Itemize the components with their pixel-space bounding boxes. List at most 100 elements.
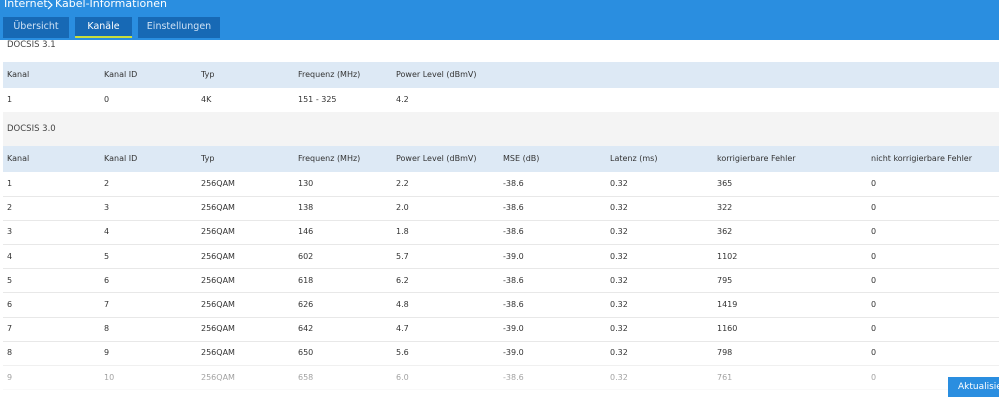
table-cell: 256QAM [201, 251, 235, 261]
row-separator [3, 340, 999, 342]
table-cell: 256QAM [201, 203, 235, 213]
table-cell: 602 [298, 251, 314, 261]
table-cell: 3 [7, 227, 13, 237]
column-header: Kanal ID [104, 70, 138, 79]
table-cell: 798 [717, 348, 733, 358]
table-cell: 618 [298, 275, 314, 285]
table-cell: 6.2 [396, 275, 409, 285]
table-cell: 256QAM [201, 227, 235, 237]
table-cell: 4.8 [396, 300, 409, 309]
tab[interactable]: Einstellungen [138, 17, 220, 38]
table-cell: 0.32 [610, 227, 628, 237]
table-cell: 1 [7, 179, 13, 188]
table-cell: 2.0 [396, 203, 409, 213]
table-cell: 6 [7, 300, 13, 309]
column-header: Kanal [7, 154, 30, 163]
column-header: Power Level (dBmV) [396, 154, 477, 163]
table-cell: -38.6 [503, 275, 524, 285]
table-cell: 6 [104, 275, 110, 285]
table-cell: 130 [298, 179, 314, 188]
table-cell: 138 [298, 203, 314, 213]
table-cell: 256QAM [201, 324, 235, 334]
table-cell: 0 [871, 275, 877, 285]
table-cell: 626 [298, 300, 314, 309]
table-cell: 1419 [717, 300, 738, 309]
row-separator [3, 243, 999, 245]
table-cell: 0.32 [610, 203, 628, 213]
table-cell: 0 [871, 300, 877, 309]
table-cell: 7 [104, 300, 110, 309]
table-cell: 256QAM [201, 179, 235, 188]
section-title: DOCSIS 3.0 [7, 124, 56, 134]
table-cell: 2.2 [396, 179, 409, 188]
row-separator [3, 219, 999, 221]
table-cell: 0 [871, 227, 877, 237]
table-cell: 365 [717, 179, 733, 188]
table-cell: 5.7 [396, 251, 409, 261]
table-cell: 9 [104, 348, 110, 358]
table-cell: 4 [7, 251, 13, 261]
table-cell: 8 [104, 324, 110, 334]
table-cell: 362 [717, 227, 733, 237]
column-header: Latenz (ms) [610, 154, 658, 163]
table-cell: 0.32 [610, 251, 628, 261]
column-header: Frequenz (MHz) [298, 70, 361, 79]
table-cell: 5 [7, 275, 13, 285]
column-header: Power Level (dBmV) [396, 70, 477, 79]
table-cell: 256QAM [201, 300, 235, 309]
breadcrumb-section[interactable]: Internet [4, 0, 48, 10]
breadcrumb-page: Kabel-Informationen [55, 0, 167, 10]
tab[interactable]: Kanäle [75, 17, 132, 38]
column-header: Kanal ID [104, 154, 138, 163]
row-separator [3, 292, 999, 294]
table-cell: 151 - 325 [298, 95, 337, 104]
refresh-button[interactable]: Aktualisieren [948, 377, 999, 397]
table-cell: 1.8 [396, 227, 409, 237]
column-header: Typ [201, 70, 215, 79]
table-cell: -38.6 [503, 179, 524, 188]
table-cell: 8 [7, 348, 13, 358]
table-cell: 0 [871, 324, 877, 334]
table-cell: 2 [7, 203, 13, 213]
table-cell: 1102 [717, 251, 738, 261]
table-cell: 4.2 [396, 95, 409, 104]
table-cell: 322 [717, 203, 733, 213]
table-cell: 0 [871, 348, 877, 358]
table-cell: 795 [717, 275, 733, 285]
table-cell: -38.6 [503, 203, 524, 213]
table-header-row [3, 146, 999, 172]
table-cell: 4K [201, 95, 212, 104]
row-separator [3, 195, 999, 197]
column-header: nicht korrigierbare Fehler [871, 154, 973, 163]
table-cell: 5 [104, 251, 110, 261]
row-separator [3, 268, 999, 270]
table-header-row [3, 62, 999, 88]
tab[interactable]: Übersicht [3, 17, 69, 38]
table-cell: 0.32 [610, 300, 628, 309]
table-cell: 256QAM [201, 348, 235, 358]
table-cell: 0.32 [610, 348, 628, 358]
column-header: korrigierbare Fehler [717, 154, 796, 163]
column-header: MSE (dB) [503, 154, 540, 163]
table-cell: 0 [104, 95, 110, 104]
table-cell: 7 [7, 324, 13, 334]
table-cell: 146 [298, 227, 314, 237]
table-cell: -39.0 [503, 348, 524, 358]
table-cell: 642 [298, 324, 314, 334]
table-cell: 0 [871, 203, 877, 213]
table-cell: 5.6 [396, 348, 409, 358]
chevron [47, 0, 53, 10]
column-header: Frequenz (MHz) [298, 154, 361, 163]
table-cell: 1 [7, 95, 13, 104]
table-cell: 0.32 [610, 179, 628, 188]
table-cell: 4.7 [396, 324, 409, 334]
table-cell: -38.6 [503, 227, 524, 237]
row-separator [3, 316, 999, 318]
column-header: Typ [201, 154, 215, 163]
table-cell: 4 [104, 227, 110, 237]
table-cell: -38.6 [503, 300, 524, 309]
column-header: Kanal [7, 70, 30, 79]
scroll-fade [0, 365, 999, 403]
section-title: DOCSIS 3.1 [7, 40, 56, 50]
